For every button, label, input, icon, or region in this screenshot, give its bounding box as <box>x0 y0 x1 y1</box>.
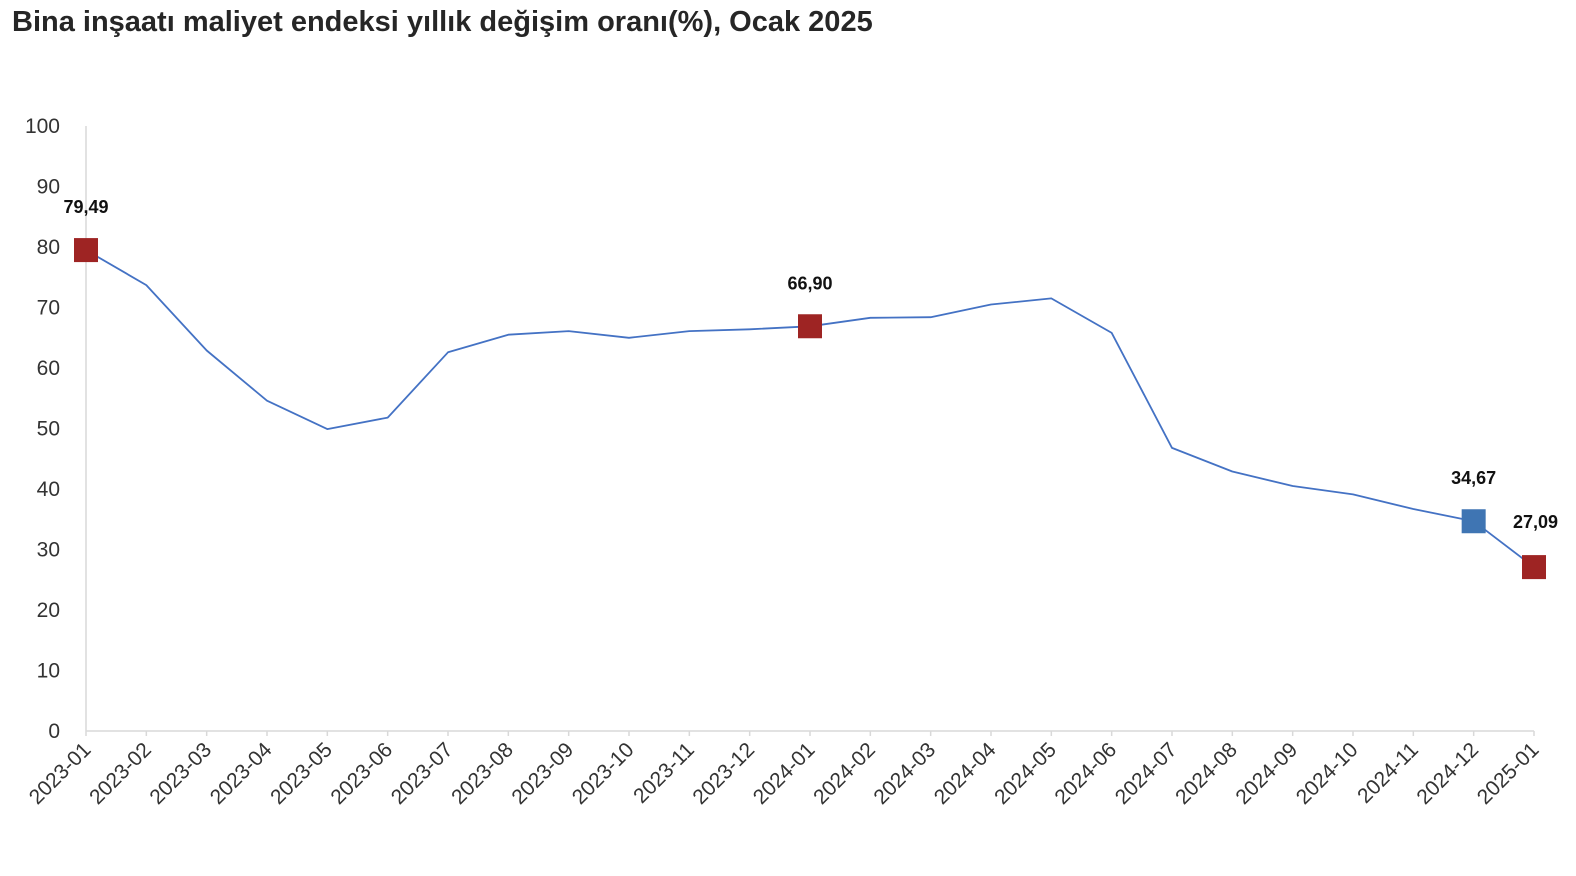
data-label: 27,09 <box>1513 512 1558 532</box>
data-label: 66,90 <box>787 273 832 293</box>
x-tick-label: 2023-09 <box>507 738 578 809</box>
y-tick-label: 10 <box>37 660 60 683</box>
data-marker <box>1461 509 1486 534</box>
data-label: 79,49 <box>63 197 108 217</box>
data-marker <box>1522 555 1546 580</box>
x-tick-label: 2024-01 <box>749 738 820 809</box>
x-tick-label: 2024-06 <box>1050 738 1121 809</box>
x-tick-label: 2024-07 <box>1111 738 1182 809</box>
axes <box>85 126 1534 732</box>
x-tick-label: 2024-05 <box>990 738 1061 809</box>
x-tick-label: 2025-01 <box>1473 738 1544 809</box>
y-axis-ticks: 0 10 20 30 40 50 60 70 80 90 100 <box>25 115 60 743</box>
x-tick-label: 2024-09 <box>1231 738 1302 809</box>
x-tick-label: 2023-06 <box>326 738 397 809</box>
y-tick-label: 0 <box>48 720 60 743</box>
y-tick-label: 40 <box>37 478 60 501</box>
x-tick-label: 2023-05 <box>266 738 337 809</box>
x-tick-label: 2023-08 <box>447 738 518 809</box>
x-tick-label: 2023-10 <box>568 738 639 809</box>
y-tick-label: 60 <box>37 357 60 380</box>
y-tick-label: 100 <box>25 115 60 138</box>
y-tick-label: 80 <box>37 236 60 259</box>
markers-layer <box>74 238 1546 580</box>
x-tick-label: 2023-01 <box>25 738 96 809</box>
y-tick-label: 20 <box>37 599 60 622</box>
x-tick-label: 2023-02 <box>85 738 156 809</box>
x-tick-label: 2023-04 <box>206 738 277 809</box>
x-tick-label: 2023-11 <box>629 738 699 808</box>
y-tick-label: 30 <box>37 539 60 562</box>
x-tick-label: 2024-10 <box>1292 738 1363 809</box>
x-tick-label: 2024-11 <box>1353 738 1423 808</box>
data-marker <box>74 238 98 263</box>
data-label: 34,67 <box>1451 468 1496 488</box>
x-tick-label: 2024-08 <box>1171 738 1242 809</box>
data-marker <box>798 314 822 339</box>
x-tick-label: 2024-12 <box>1412 738 1483 809</box>
y-tick-label: 50 <box>37 418 60 441</box>
x-tick-label: 2024-03 <box>869 738 940 809</box>
x-tick-label: 2023-07 <box>387 738 458 809</box>
series-line <box>85 249 1535 568</box>
x-tick-label: 2023-12 <box>688 738 759 809</box>
x-axis-ticks: 2023-012023-022023-032023-042023-052023-… <box>25 731 1544 809</box>
x-tick-label: 2023-03 <box>145 738 216 809</box>
data-labels-layer: 79,49 66,90 34,67 27,09 <box>63 197 1558 532</box>
y-tick-label: 90 <box>37 176 60 199</box>
x-tick-label: 2024-02 <box>809 738 880 809</box>
y-tick-label: 70 <box>37 297 60 320</box>
x-tick-label: 2024-04 <box>930 738 1001 809</box>
series-layer <box>85 249 1535 568</box>
chart-title: Bina inşaatı maliyet endeksi yıllık deği… <box>12 6 873 38</box>
